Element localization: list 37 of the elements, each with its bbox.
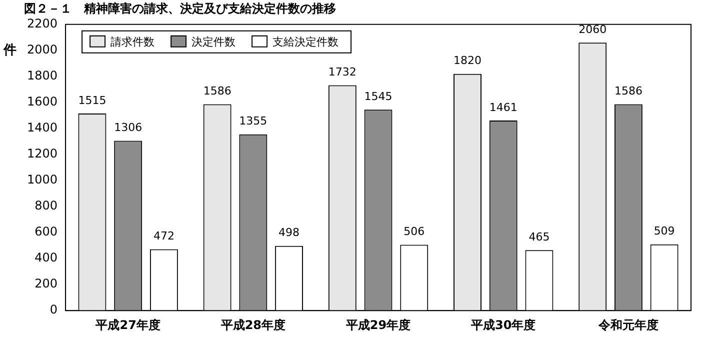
- data-label: 1586: [203, 84, 232, 98]
- data-label: 1545: [364, 90, 392, 103]
- x-tick-label: 平成28年度: [220, 318, 286, 332]
- x-tick-label: 令和元年度: [597, 318, 658, 332]
- data-label: 465: [528, 230, 550, 244]
- y-tick-label: 1600: [26, 94, 58, 109]
- y-tick-label: 600: [34, 224, 58, 239]
- data-label: 1586: [614, 84, 642, 98]
- y-tick-label: 200: [34, 276, 58, 291]
- data-label: 498: [278, 226, 300, 240]
- legend-label: 支給決定件数: [272, 35, 339, 48]
- chart-title: 図２－１ 精神障害の請求、決定及び支給決定件数の推移: [24, 1, 336, 16]
- y-tick-label: 2000: [26, 42, 58, 57]
- data-label: 1306: [114, 121, 142, 134]
- y-tick-label: 1400: [26, 120, 58, 135]
- data-label: 2060: [578, 22, 607, 36]
- data-label: 1732: [328, 66, 356, 79]
- y-tick-label: 800: [34, 198, 58, 213]
- x-tick-label: 平成30年度: [470, 318, 536, 332]
- y-tick-label: 1800: [26, 68, 58, 83]
- data-label: 506: [404, 225, 425, 238]
- x-tick-label: 平成29年度: [344, 318, 411, 332]
- legend-label: 決定件数: [192, 35, 236, 48]
- data-label: 1355: [239, 114, 268, 128]
- data-label: 509: [654, 224, 675, 238]
- y-tick-label: 1200: [26, 146, 58, 161]
- y-tick-label: 0: [50, 302, 58, 317]
- data-label: 1515: [78, 94, 106, 107]
- x-tick-label: 平成27年度: [94, 318, 160, 332]
- legend-label: 請求件数: [110, 35, 155, 48]
- data-label: 1461: [489, 100, 518, 114]
- y-tick-label: 1000: [26, 172, 58, 187]
- y-tick-label: 2200: [26, 16, 58, 31]
- y-tick-label: 400: [34, 250, 58, 265]
- data-label: 472: [153, 230, 174, 243]
- y-axis-title: 件: [2, 42, 16, 58]
- data-label: 1820: [454, 54, 482, 68]
